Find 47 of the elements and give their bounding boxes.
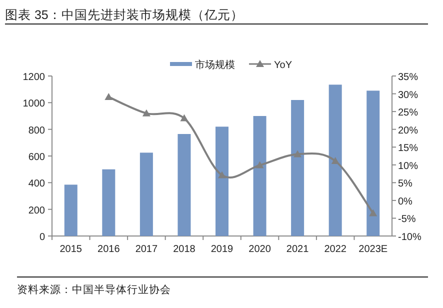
bar (328, 84, 342, 236)
y-tick-label: 400 (28, 178, 46, 190)
point (218, 171, 226, 178)
bar (140, 152, 153, 236)
x-tick-label: 2023E (358, 244, 388, 255)
x-tick-label: 2015 (60, 244, 82, 255)
bar (366, 90, 380, 236)
bar (216, 126, 228, 236)
x-tick-label: 2020 (248, 244, 272, 255)
bar (178, 134, 191, 236)
text: 资料来源：中国半导体行业协会 (17, 283, 171, 296)
y2-tick-label: 20% (398, 125, 418, 136)
y2-tick-label: -5% (398, 214, 416, 226)
y-tick-label: 800 (28, 125, 46, 136)
y-tick-label: 600 (28, 152, 46, 163)
x-tick-label: 2021 (286, 244, 310, 255)
legend-label: 市场规模 (195, 59, 235, 71)
bar (291, 100, 304, 236)
point (294, 150, 302, 158)
bar (64, 184, 78, 236)
point (331, 156, 340, 164)
y2-tick-label: 35% (398, 72, 418, 83)
y2-tick-label: 0% (398, 196, 413, 208)
x-tick-label: 2016 (98, 244, 120, 255)
legend-label: YoY (274, 60, 292, 71)
y-tick-label: 0 (39, 232, 46, 243)
y2-tick-label: 15% (398, 143, 418, 154)
y2-tick-label: 10% (398, 160, 418, 172)
x-tick-label: 2018 (173, 244, 196, 255)
y2-tick-label: 25% (398, 108, 418, 119)
chart-title: 图表 35：中国先进封装市场规模（亿元） (5, 8, 244, 22)
x-tick-label: 2022 (324, 244, 347, 255)
bar (253, 116, 266, 236)
point (104, 92, 113, 100)
y-tick-label: 200 (28, 205, 46, 216)
y2-tick-label: 30% (398, 90, 418, 101)
point (369, 209, 378, 216)
x-tick-label: 2017 (135, 244, 158, 255)
y2-tick-label: -10% (398, 232, 422, 243)
point (256, 161, 264, 168)
point (142, 109, 150, 116)
y2-tick-label: 5% (398, 178, 413, 190)
y-tick-label: 1200 (22, 72, 46, 83)
y-tick-label: 1000 (22, 98, 46, 110)
point (180, 114, 188, 122)
bar (102, 169, 116, 236)
x-tick-label: 2019 (210, 244, 234, 255)
